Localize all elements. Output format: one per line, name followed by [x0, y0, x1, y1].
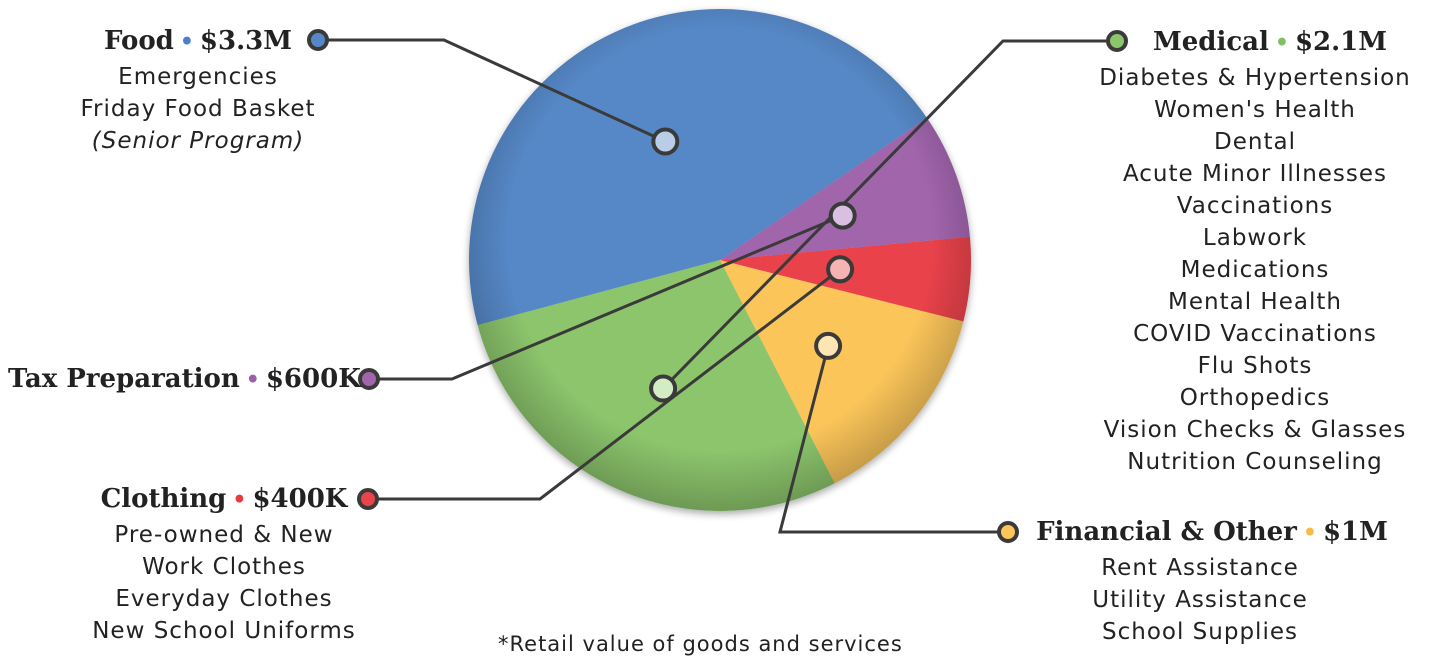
food-item: Friday Food Basket: [80, 96, 316, 122]
tax-heading: Tax Preparation • $600K: [8, 364, 361, 395]
food-heading: Food • $3.3M: [40, 26, 356, 57]
food-items: Emergencies Friday Food Basket (Senior P…: [40, 61, 356, 157]
clothing-item: New School Uniforms: [92, 618, 356, 644]
slice-marker: [826, 255, 855, 284]
financial-item: Rent Assistance: [1101, 555, 1299, 581]
medical-item: Acute Minor Illnesses: [1122, 161, 1388, 187]
medical-item: Vision Checks & Glasses: [1103, 417, 1407, 443]
legend-marker: [307, 29, 329, 51]
legend-marker: [997, 521, 1019, 543]
medical-label: Medical: [1152, 27, 1269, 57]
clothing-heading: Clothing • $400K: [64, 484, 384, 515]
financial-heading: Financial & Other • $1M: [1010, 517, 1390, 548]
medical-item: Nutrition Counseling: [1127, 449, 1383, 475]
financial-item: Utility Assistance: [1092, 587, 1308, 613]
clothing-amount: $400K: [252, 484, 348, 514]
food-label: Food: [103, 26, 174, 56]
legend-marker: [358, 368, 380, 390]
clothing-item: Work Clothes: [142, 554, 306, 580]
leader-line: [369, 214, 844, 381]
medical-items: Diabetes & Hypertension Women's Health D…: [1080, 62, 1430, 478]
medical-item: Labwork: [1202, 225, 1308, 251]
food-note: (Senior Program): [91, 128, 305, 154]
tax-dot-icon: •: [245, 367, 260, 393]
clothing-legend: Clothing • $400K Pre-owned & New Work Clot…: [64, 484, 384, 647]
legend-marker: [1106, 30, 1128, 52]
clothing-dot-icon: •: [232, 487, 247, 513]
clothing-label: Clothing: [100, 484, 227, 514]
medical-item: Women's Health: [1154, 97, 1356, 123]
slice-marker: [651, 127, 680, 156]
tax-amount: $600K: [265, 364, 361, 394]
medical-item: Flu Shots: [1197, 353, 1313, 379]
leader-line: [318, 38, 666, 143]
financial-legend: Financial & Other • $1M Rent Assistance Ut…: [1010, 517, 1390, 648]
leader-line: [368, 268, 842, 501]
clothing-items: Pre-owned & New Work Clothes Everyday Cl…: [64, 519, 384, 647]
slice-marker: [828, 201, 857, 230]
food-legend: Food • $3.3M Emergencies Friday Food Baske…: [40, 26, 356, 157]
clothing-item: Everyday Clothes: [115, 586, 333, 612]
medical-dot-icon: •: [1274, 30, 1289, 56]
medical-heading: Medical • $2.1M: [1080, 27, 1430, 58]
tax-legend: Tax Preparation • $600K: [8, 364, 361, 395]
slice-marker: [649, 374, 678, 403]
leader-line: [662, 39, 1117, 390]
legend-marker: [357, 488, 379, 510]
medical-item: COVID Vaccinations: [1133, 321, 1377, 347]
medical-item: Orthopedics: [1179, 385, 1331, 411]
leader-line: [778, 345, 1008, 534]
footnote: *Retail value of goods and services: [498, 632, 903, 656]
tax-label: Tax Preparation: [8, 364, 240, 394]
food-amount: $3.3M: [199, 26, 293, 56]
food-item: Emergencies: [118, 64, 278, 90]
financial-item: School Supplies: [1102, 619, 1298, 645]
medical-amount: $2.1M: [1294, 27, 1388, 57]
medical-item: Dental: [1214, 129, 1296, 155]
medical-item: Medications: [1180, 257, 1330, 283]
medical-item: Vaccinations: [1176, 193, 1334, 219]
clothing-item: Pre-owned & New: [114, 522, 334, 548]
financial-dot-icon: •: [1302, 520, 1317, 546]
medical-item: Diabetes & Hypertension: [1099, 65, 1411, 91]
food-dot-icon: •: [179, 29, 194, 55]
financial-label: Financial & Other: [1036, 517, 1297, 547]
medical-legend: Medical • $2.1M Diabetes & Hypertension Wo…: [1080, 27, 1430, 478]
financial-items: Rent Assistance Utility Assistance Schoo…: [1010, 552, 1390, 648]
slice-marker: [814, 331, 843, 360]
medical-item: Mental Health: [1168, 289, 1342, 315]
financial-amount: $1M: [1322, 517, 1388, 547]
